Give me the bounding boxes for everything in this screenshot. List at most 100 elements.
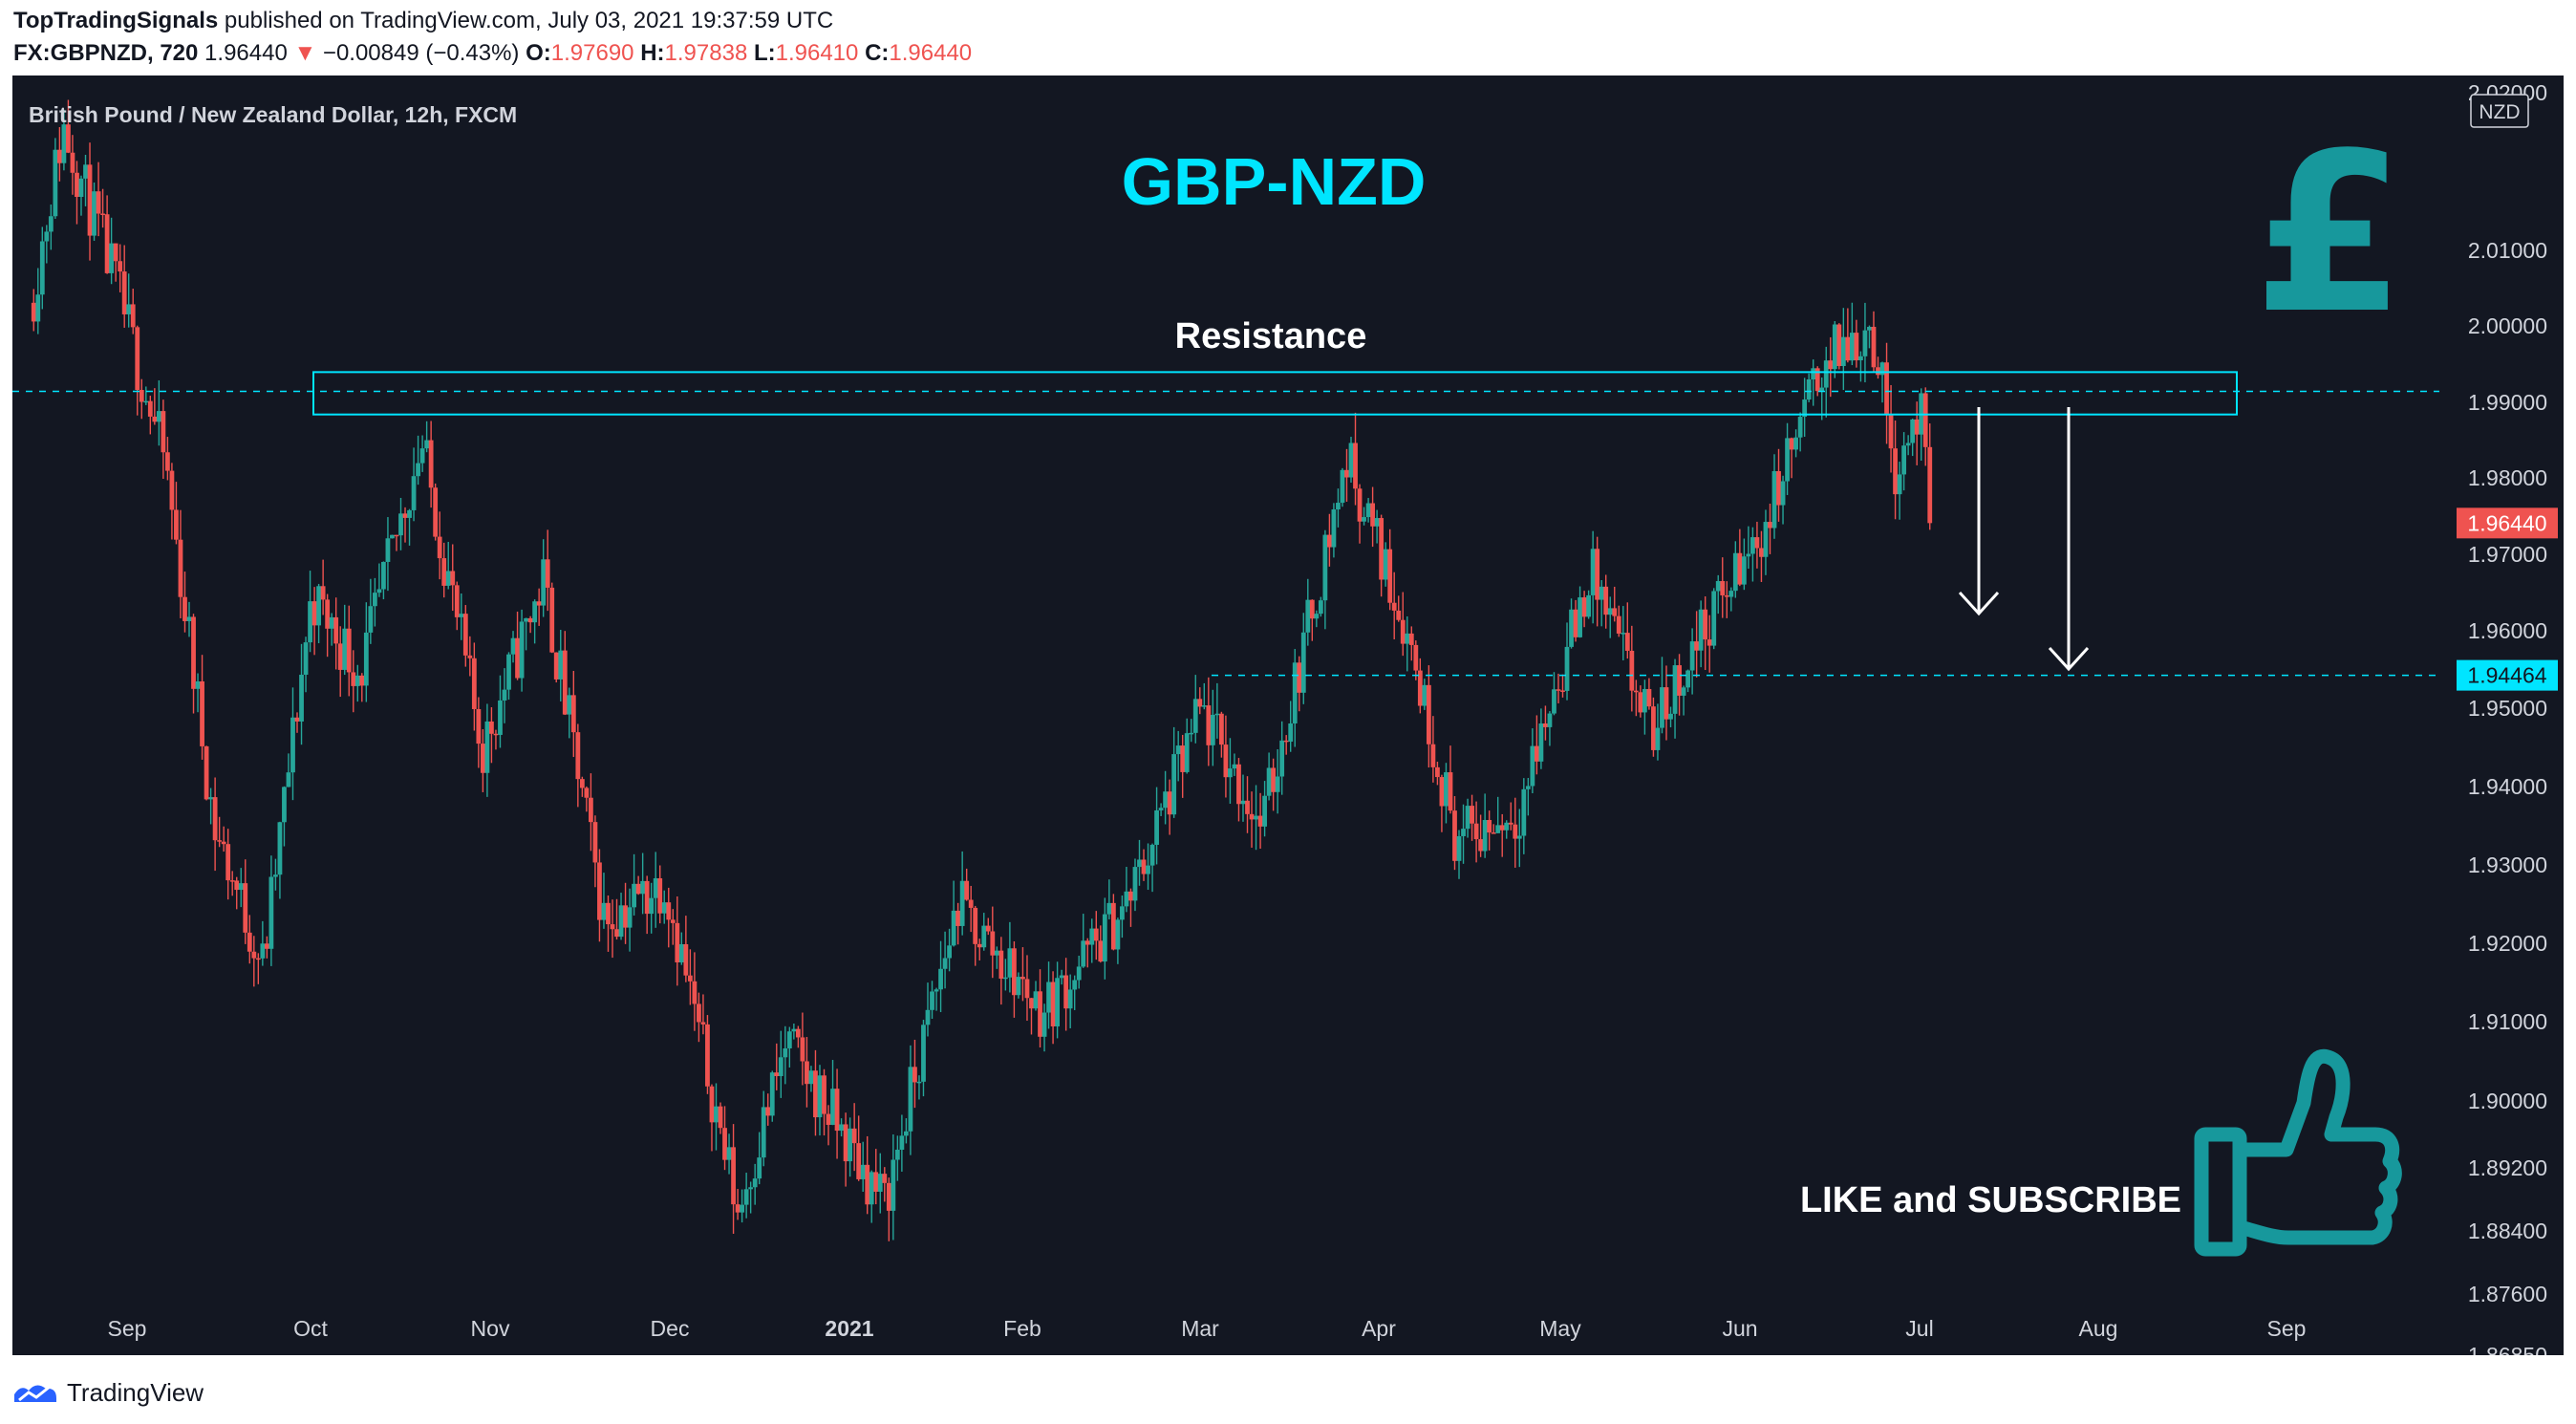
candle [1106,879,1112,919]
tradingview-logo-icon[interactable] [13,1379,57,1406]
candle-body [1901,445,1907,475]
candle-body [251,951,257,959]
candle-body [1210,714,1215,745]
candle-body [260,943,266,959]
candle-body [1444,772,1449,807]
candle [1387,529,1393,611]
candle-body [1336,503,1341,510]
candle-body [549,587,555,653]
candle [1560,674,1565,698]
candle [567,687,572,739]
candle-body [1236,764,1241,805]
candle-body [1470,806,1474,824]
candle-body [1154,809,1159,845]
candle-body [865,1164,870,1205]
candle [1422,679,1428,710]
candle-body [1300,632,1306,693]
candle-body [632,883,637,908]
candle-body [1405,633,1410,644]
candle [558,630,564,701]
candle-body [229,880,235,882]
candle [994,946,999,969]
candle-body [1362,517,1366,522]
candle [1254,785,1258,851]
candle [632,853,637,916]
candle-body [1893,448,1898,495]
candle-body [640,880,646,895]
candle-body [826,1113,831,1126]
candle [1038,969,1042,1048]
candle [247,915,252,964]
candle [515,611,520,680]
candle [1362,507,1366,526]
candle [1163,770,1169,825]
candle [147,396,153,435]
candle [320,559,326,615]
candle [921,1020,926,1097]
candle [934,987,939,1011]
candle [1888,384,1894,473]
down-arrow-2 [2048,407,2090,672]
candle-body [588,797,593,823]
candle-body [480,744,485,773]
candle [1408,626,1414,661]
chart-area[interactable]: British Pound / New Zealand Dollar, 12h,… [12,76,2564,1355]
candle [502,668,507,723]
candle-body [1396,610,1402,620]
candle [1102,897,1107,980]
candle [329,613,334,646]
candle-body [1922,393,1928,447]
time-tick: Sep [108,1316,147,1341]
candle [1689,628,1695,695]
candle-body [1905,442,1911,446]
candle [1400,592,1406,657]
candle [839,1118,844,1137]
candle-body [445,571,451,586]
candle [1444,763,1449,824]
candle [1115,917,1121,964]
candle-body [1344,469,1349,478]
candle-body [644,880,650,915]
candle [822,1068,826,1136]
candle-body [942,958,948,969]
candle [1167,779,1172,835]
candle [1910,419,1916,457]
candle [1806,373,1812,402]
candle-body [869,1172,874,1205]
candle [1646,678,1652,710]
symbol-label: FX:GBPNZD, 720 [13,40,199,66]
candle-body [1383,549,1388,580]
candle-body [1038,991,1042,1037]
candle-body [1569,609,1574,647]
candle [886,1177,891,1241]
candle-body [856,1143,862,1179]
candle-body [308,601,312,643]
candle-body [795,1028,801,1038]
candle [1033,981,1039,1011]
candle [174,482,179,545]
candle [31,289,36,332]
candle-body [39,241,45,295]
candle-body [1110,902,1116,950]
tradingview-brand[interactable]: TradingView [67,1377,204,1407]
candle [817,1065,823,1136]
candle-body [1041,1012,1047,1037]
candle-body [860,1164,866,1179]
candle-body [1171,754,1177,815]
candle [692,952,698,1031]
chart-canvas[interactable]: British Pound / New Zealand Dollar, 12h,… [12,76,2564,1355]
candle [1664,665,1669,741]
candle-body [243,883,248,933]
candle-body [1711,591,1717,646]
candle-body [493,733,499,736]
candle-body [1093,928,1099,941]
candle [1353,412,1358,506]
candle-body [1741,556,1747,585]
candle-body [891,1159,896,1211]
candle-body [1495,825,1501,833]
candle [977,939,982,960]
candle-body [1271,767,1277,792]
candle-body [1845,336,1851,361]
candle [354,664,360,702]
publisher-name[interactable]: TopTradingSignals [13,8,219,33]
